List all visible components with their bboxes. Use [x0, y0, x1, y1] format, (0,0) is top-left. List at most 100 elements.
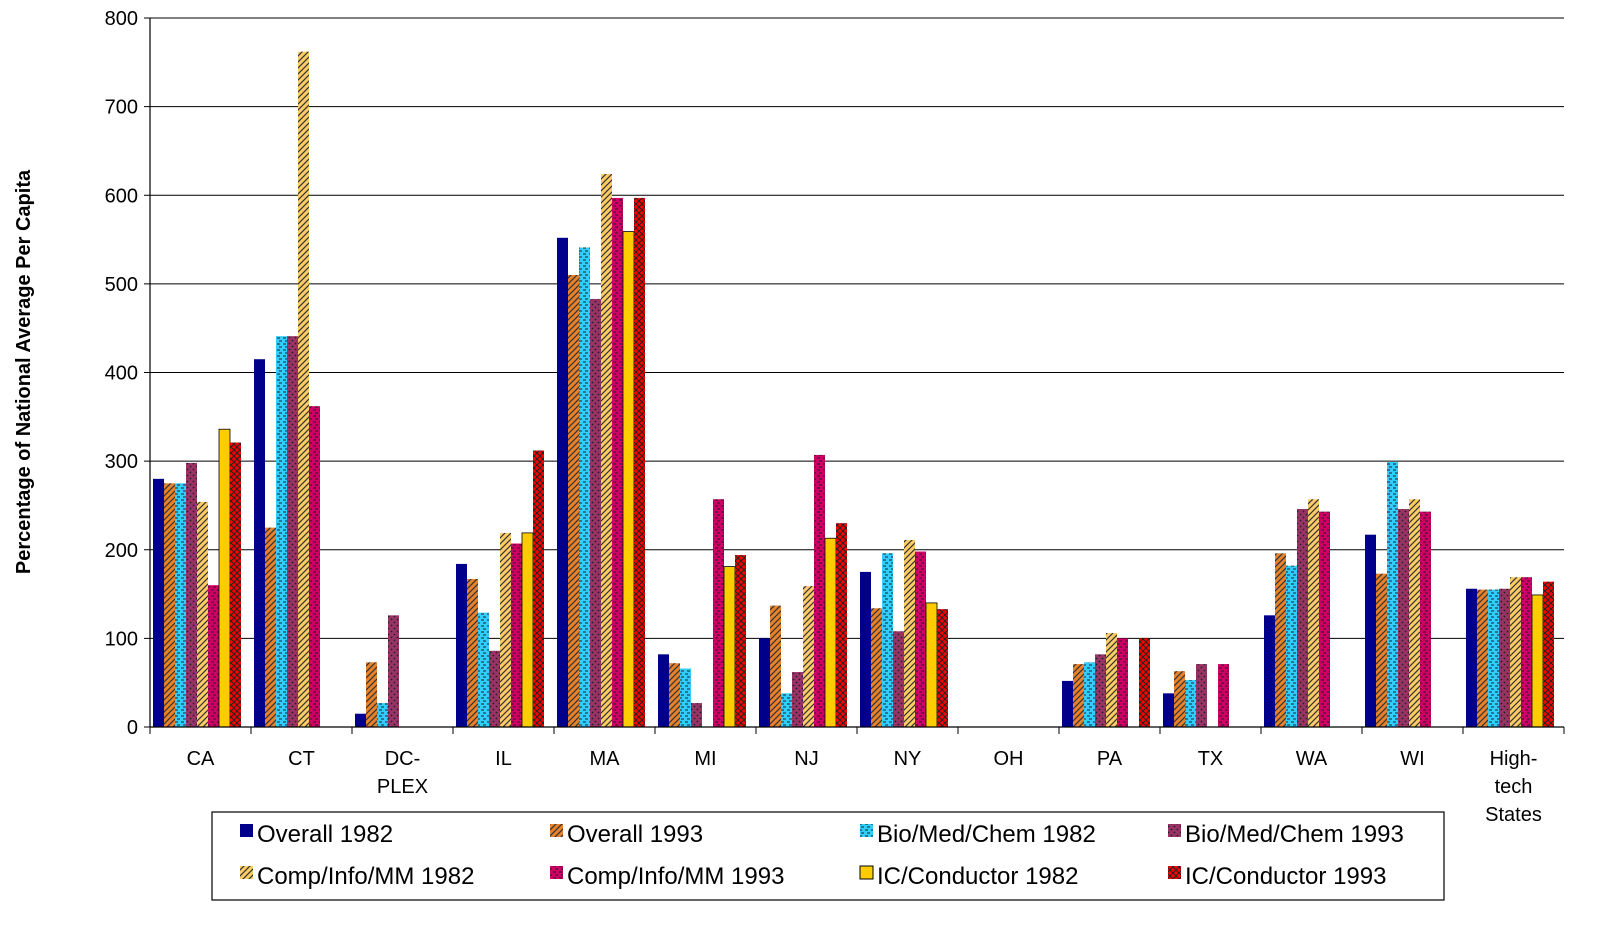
bar — [713, 499, 724, 727]
legend-swatch — [1168, 866, 1181, 879]
bar — [467, 578, 478, 727]
x-tick-labels: CA CT DC-PLEX IL MA MI NJ NY OH PA TX WA WI High-tech… — [187, 748, 1542, 826]
bar — [893, 631, 904, 727]
bar — [1297, 508, 1308, 727]
bar — [557, 237, 568, 728]
bar — [230, 442, 241, 727]
bar — [669, 663, 680, 727]
bar — [1319, 511, 1330, 727]
bar — [1196, 664, 1207, 727]
bar — [759, 638, 770, 727]
bar — [254, 359, 265, 727]
y-tick-label: 500 — [105, 274, 138, 296]
bar — [511, 543, 522, 727]
legend-label: Overall 1982 — [257, 821, 393, 848]
bar — [164, 483, 175, 727]
y-tick-labels: 0 100 200 300 400 500 600 700 800 — [105, 8, 138, 739]
bar — [915, 551, 926, 727]
bar — [1521, 577, 1532, 727]
x-tick-label: High-tech States — [1485, 748, 1542, 826]
bar — [276, 336, 287, 727]
bar — [298, 51, 309, 728]
bar — [882, 553, 893, 727]
bar — [1365, 534, 1376, 727]
bar — [388, 615, 399, 727]
bar — [622, 231, 635, 728]
x-tick-label: CT — [288, 748, 315, 770]
bar — [186, 462, 197, 727]
legend: Overall 1982 Overall 1993 Bio/Med/Chem 198… — [211, 811, 1445, 901]
bar — [309, 406, 320, 727]
bar — [691, 703, 702, 727]
bar — [723, 566, 736, 728]
bar — [175, 483, 186, 727]
bar — [1139, 638, 1150, 727]
bar — [355, 713, 366, 727]
bar — [735, 555, 746, 727]
bar — [770, 605, 781, 727]
bar — [489, 650, 500, 727]
y-tick-label: 800 — [105, 8, 138, 30]
gridlines — [150, 17, 1564, 639]
legend-label: Bio/Med/Chem 1993 — [1185, 821, 1404, 848]
legend-box — [211, 811, 1445, 901]
bar — [937, 609, 948, 727]
bar — [590, 298, 601, 727]
bar — [521, 532, 534, 728]
y-axis-label: Percentage of National Average Per Capit… — [13, 169, 35, 574]
y-tick-label: 600 — [105, 185, 138, 207]
x-tick-label: OH — [994, 748, 1024, 770]
legend-label: Comp/Info/MM 1993 — [567, 863, 784, 890]
legend-swatch — [1168, 824, 1181, 837]
legend-label: IC/Conductor 1993 — [1185, 863, 1386, 890]
legend-label: Comp/Info/MM 1982 — [257, 863, 474, 890]
y-tick-label: 400 — [105, 363, 138, 385]
bar — [1163, 693, 1174, 727]
bar — [1185, 680, 1196, 727]
legend-swatch — [240, 824, 253, 837]
x-tick-label: MI — [694, 748, 716, 770]
bar — [601, 173, 612, 728]
bar — [1510, 577, 1521, 727]
bar — [1488, 589, 1499, 727]
bar — [836, 523, 847, 727]
bar — [1543, 581, 1554, 727]
bar — [568, 275, 579, 727]
x-tick-label: WI — [1400, 748, 1424, 770]
bar — [1264, 615, 1275, 727]
legend-swatch — [550, 866, 563, 879]
bar — [824, 537, 837, 728]
bar — [1218, 664, 1229, 727]
x-tick-label: NY — [894, 748, 922, 770]
bar — [925, 602, 938, 728]
bar — [1387, 462, 1398, 727]
bar — [533, 450, 544, 727]
y-tick-label: 0 — [127, 717, 138, 739]
bar — [1106, 633, 1117, 727]
bar — [1376, 573, 1387, 727]
bar — [500, 532, 511, 727]
bar — [904, 540, 915, 727]
bar — [680, 668, 691, 727]
bar — [377, 703, 388, 727]
legend-swatch — [550, 824, 563, 837]
bar — [366, 662, 377, 727]
bar — [634, 197, 645, 727]
axes — [144, 17, 1565, 734]
legend-label: Bio/Med/Chem 1982 — [877, 821, 1096, 848]
bar — [1466, 588, 1477, 727]
bar — [871, 608, 882, 727]
bar — [1062, 680, 1073, 727]
bar — [1398, 508, 1409, 727]
bar — [1477, 589, 1488, 727]
x-tick-label: TX — [1198, 748, 1224, 770]
bar — [781, 693, 792, 727]
legend-label: Overall 1993 — [567, 821, 703, 848]
bar — [1117, 638, 1128, 727]
bar — [792, 672, 803, 727]
x-tick-label: NJ — [794, 748, 818, 770]
x-tick-label: MA — [590, 748, 621, 770]
legend-label: IC/Conductor 1982 — [877, 863, 1078, 890]
